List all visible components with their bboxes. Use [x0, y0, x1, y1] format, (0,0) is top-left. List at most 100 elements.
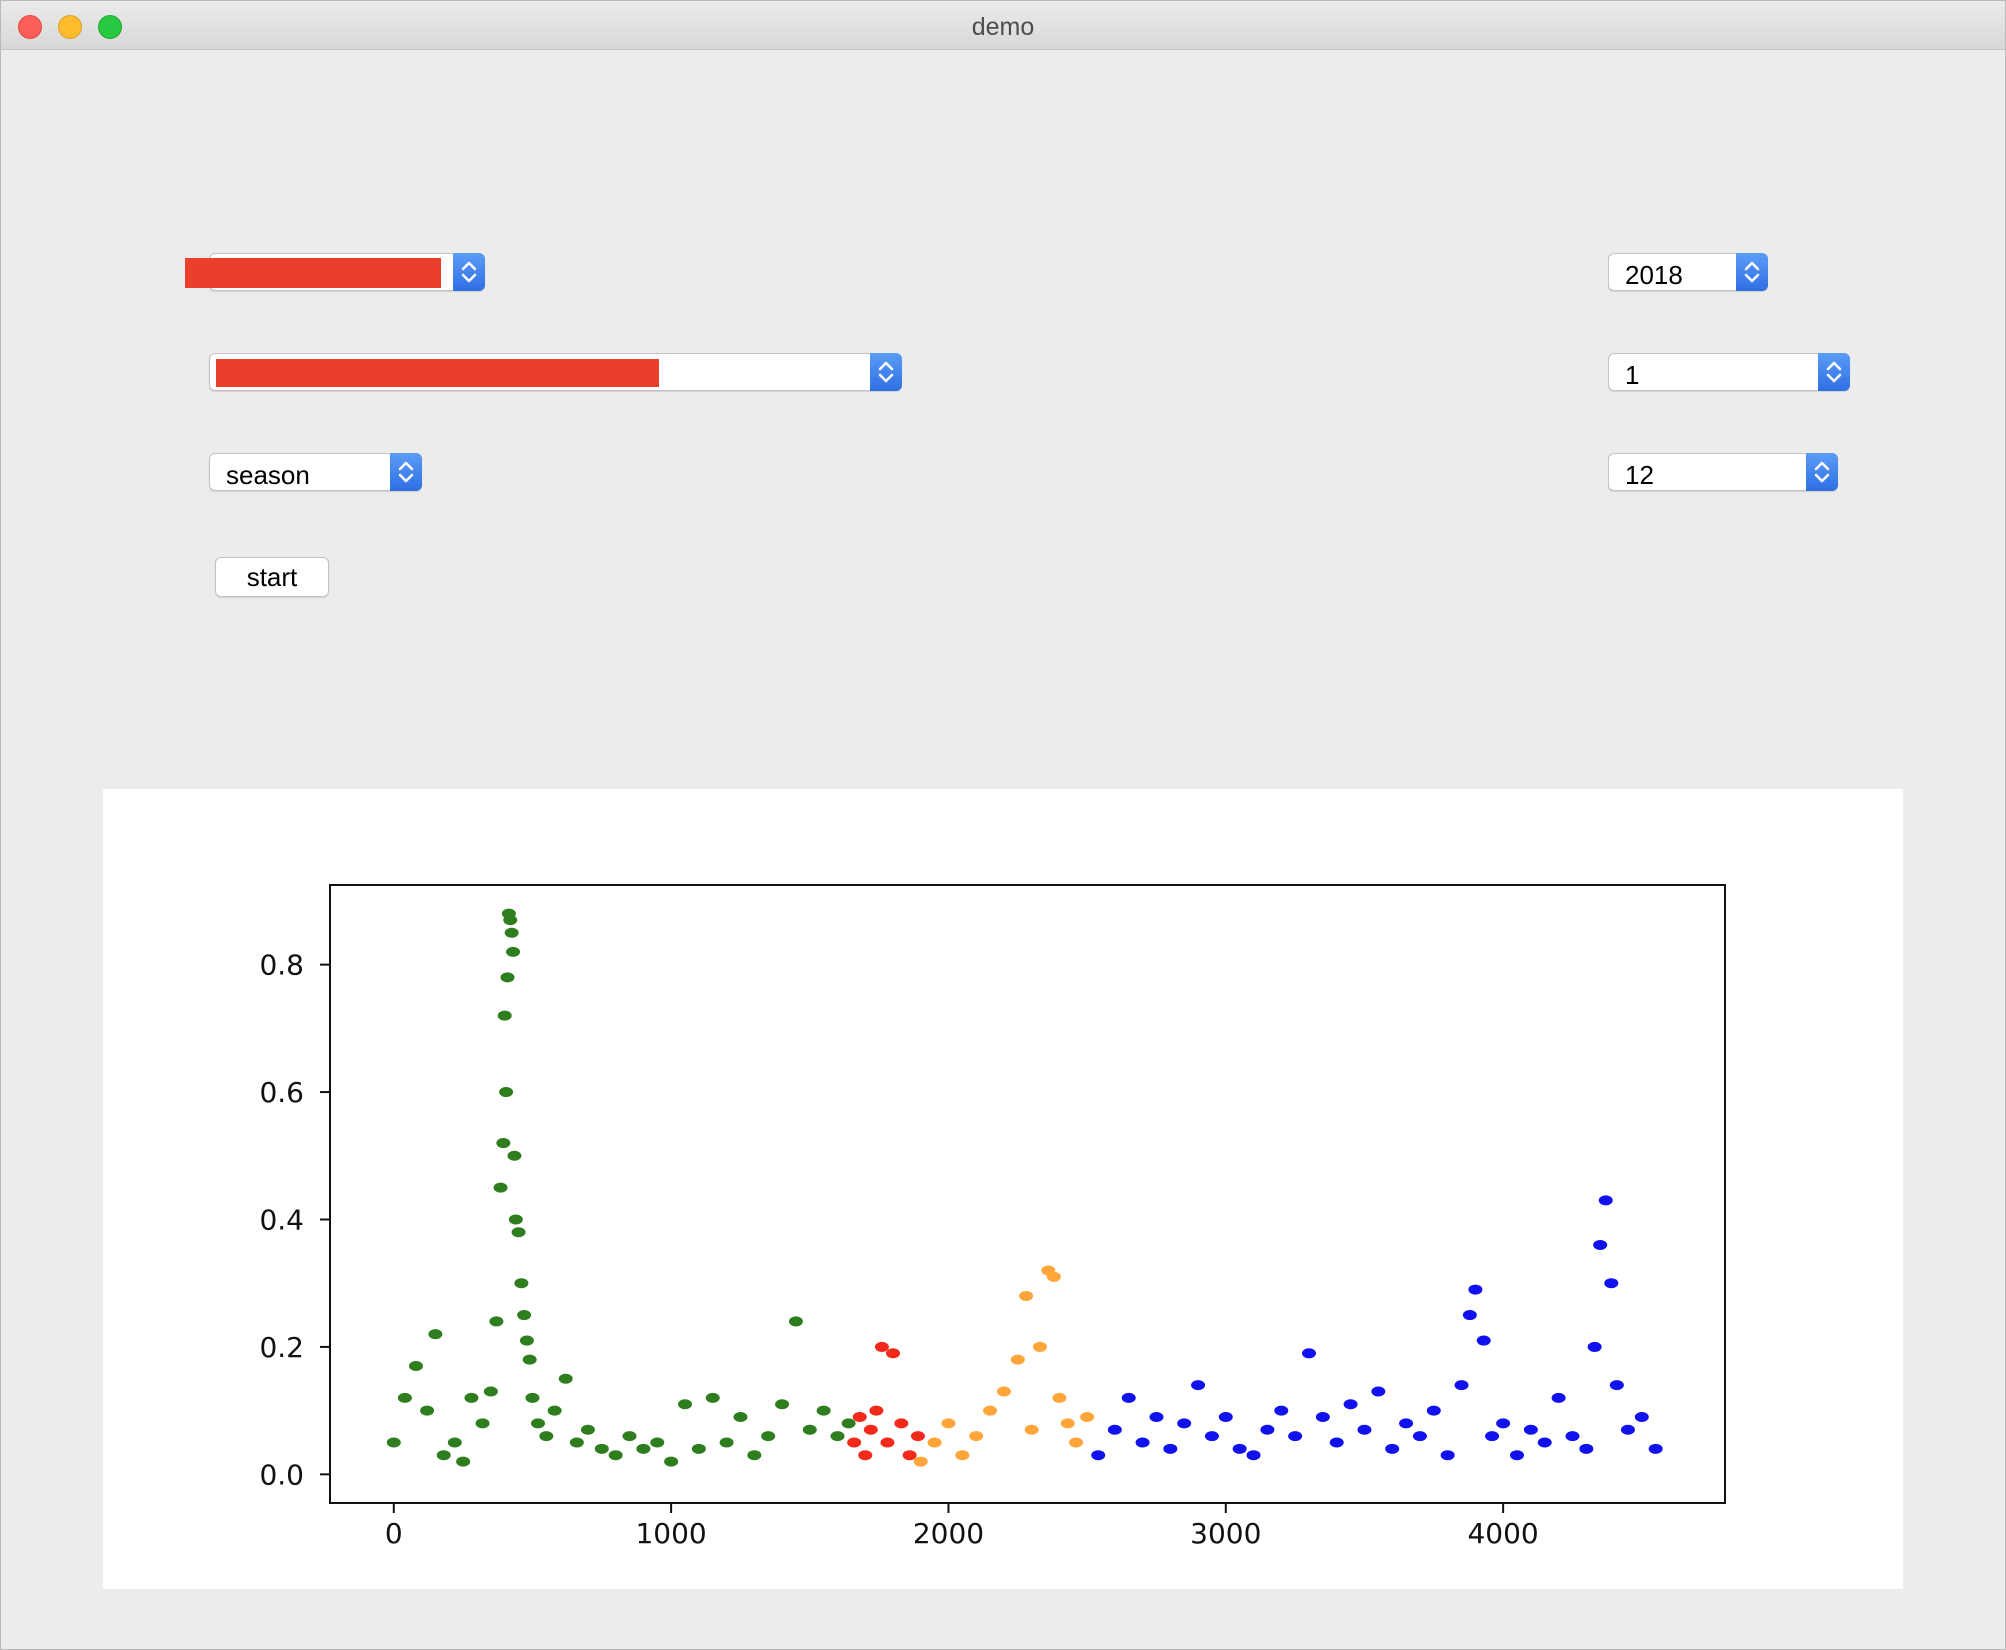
month-end-select-chevron-updown-icon[interactable] — [1806, 453, 1838, 491]
scatter-point — [1440, 1450, 1455, 1461]
scatter-point — [1024, 1424, 1039, 1435]
group-select-chevron-updown-icon[interactable] — [390, 453, 422, 491]
scatter-point — [747, 1450, 762, 1461]
scatter-point — [1246, 1450, 1261, 1461]
scatter-point — [1593, 1239, 1608, 1250]
scatter-point — [910, 1431, 925, 1442]
scatter-point — [1191, 1380, 1206, 1391]
scatter-point — [493, 1182, 508, 1193]
scatter-point — [420, 1405, 435, 1416]
scatter-point — [1620, 1424, 1635, 1435]
scatter-point — [983, 1405, 998, 1416]
scatter-point — [547, 1405, 562, 1416]
scatter-point — [1080, 1411, 1095, 1422]
scatter-point — [507, 1150, 522, 1161]
scatter-point — [1496, 1418, 1511, 1429]
year-select-chevron-updown-icon[interactable] — [1736, 253, 1768, 291]
scatter-point — [499, 1087, 514, 1098]
scatter-point — [569, 1437, 584, 1448]
scatter-point — [1371, 1386, 1386, 1397]
x-tick-label: 0 — [385, 1517, 403, 1550]
maximize-window-button[interactable] — [98, 15, 122, 39]
scatter-point — [1046, 1271, 1061, 1282]
group-select[interactable]: season — [209, 453, 422, 491]
scatter-point — [863, 1424, 878, 1435]
scatter-point — [464, 1392, 479, 1403]
scatter-point — [1462, 1310, 1477, 1321]
scatter-point — [1301, 1348, 1316, 1359]
scatter-point — [902, 1450, 917, 1461]
scatter-point — [955, 1450, 970, 1461]
scatter-point — [677, 1399, 692, 1410]
scatter-point — [885, 1348, 900, 1359]
scatter-point — [436, 1450, 451, 1461]
x-tick-label: 2000 — [913, 1517, 984, 1550]
scatter-point — [447, 1437, 462, 1448]
scatter-point — [511, 1227, 526, 1238]
scatter-point — [517, 1310, 532, 1321]
scatter-point — [1648, 1443, 1663, 1454]
month-start-select[interactable]: 1 — [1608, 353, 1850, 391]
scatter-point — [1537, 1437, 1552, 1448]
scatter-point — [1468, 1284, 1483, 1295]
scatter-point — [1274, 1405, 1289, 1416]
scatter-point — [1523, 1424, 1538, 1435]
scatter-point — [1485, 1431, 1500, 1442]
scatter-point — [386, 1437, 401, 1448]
scatter-point — [847, 1437, 862, 1448]
scatter-point — [927, 1437, 942, 1448]
x-tick-label: 1000 — [635, 1517, 706, 1550]
scatter-point — [1060, 1418, 1075, 1429]
scatter-point — [622, 1431, 637, 1442]
plot-panel: 0.0 0.2 0.4 0.6 0.8 0 1000 2000 3000 4000 — [103, 789, 1903, 1589]
scatter-point — [1604, 1278, 1619, 1289]
scatter-point — [1329, 1437, 1344, 1448]
close-window-button[interactable] — [18, 15, 42, 39]
y-tick-label: 0.0 — [259, 1458, 304, 1491]
scatter-point — [1019, 1290, 1034, 1301]
minimize-window-button[interactable] — [58, 15, 82, 39]
select-1-chevron-updown-icon[interactable] — [453, 253, 485, 291]
scatter-point — [852, 1411, 867, 1422]
start-button-label: start — [246, 561, 298, 592]
scatter-point — [508, 1214, 523, 1225]
scatter-point — [941, 1418, 956, 1429]
scatter-point — [1135, 1437, 1150, 1448]
scatter-point — [1091, 1450, 1106, 1461]
scatter-point — [1052, 1392, 1067, 1403]
scatter-point — [408, 1361, 423, 1372]
scatter-point — [594, 1443, 609, 1454]
scatter-point — [1149, 1411, 1164, 1422]
scatter-point — [705, 1392, 720, 1403]
scatter-point — [1399, 1418, 1414, 1429]
scatter-point — [719, 1437, 734, 1448]
scatter-point — [1412, 1431, 1427, 1442]
y-tick-label: 0.8 — [259, 949, 304, 982]
scatter-point — [1010, 1354, 1025, 1365]
scatter-point — [1163, 1443, 1178, 1454]
select-2-chevron-updown-icon[interactable] — [870, 353, 902, 391]
scatter-point — [608, 1450, 623, 1461]
y-tick-label: 0.6 — [259, 1076, 304, 1109]
scatter-point — [1232, 1443, 1247, 1454]
month-start-select-chevron-updown-icon[interactable] — [1818, 353, 1850, 391]
scatter-point — [802, 1424, 817, 1435]
scatter-point — [519, 1335, 534, 1346]
scatter-point — [558, 1373, 573, 1384]
month-end-select[interactable]: 12 — [1608, 453, 1838, 491]
scatter-point — [1032, 1341, 1047, 1352]
scatter-point — [539, 1431, 554, 1442]
redacted-label-2 — [216, 359, 659, 387]
scatter-point — [636, 1443, 651, 1454]
y-tick-label: 0.4 — [259, 1203, 304, 1236]
scatter-point — [969, 1431, 984, 1442]
scatter-point — [500, 972, 515, 983]
scatter-point — [456, 1456, 471, 1467]
month-end-select-value: 12 — [1625, 460, 1654, 490]
scatter-point — [733, 1411, 748, 1422]
y-tick-label: 0.2 — [259, 1331, 304, 1364]
start-button[interactable]: start — [215, 557, 329, 597]
year-select[interactable]: 2018 — [1608, 253, 1768, 291]
scatter-point — [475, 1418, 490, 1429]
